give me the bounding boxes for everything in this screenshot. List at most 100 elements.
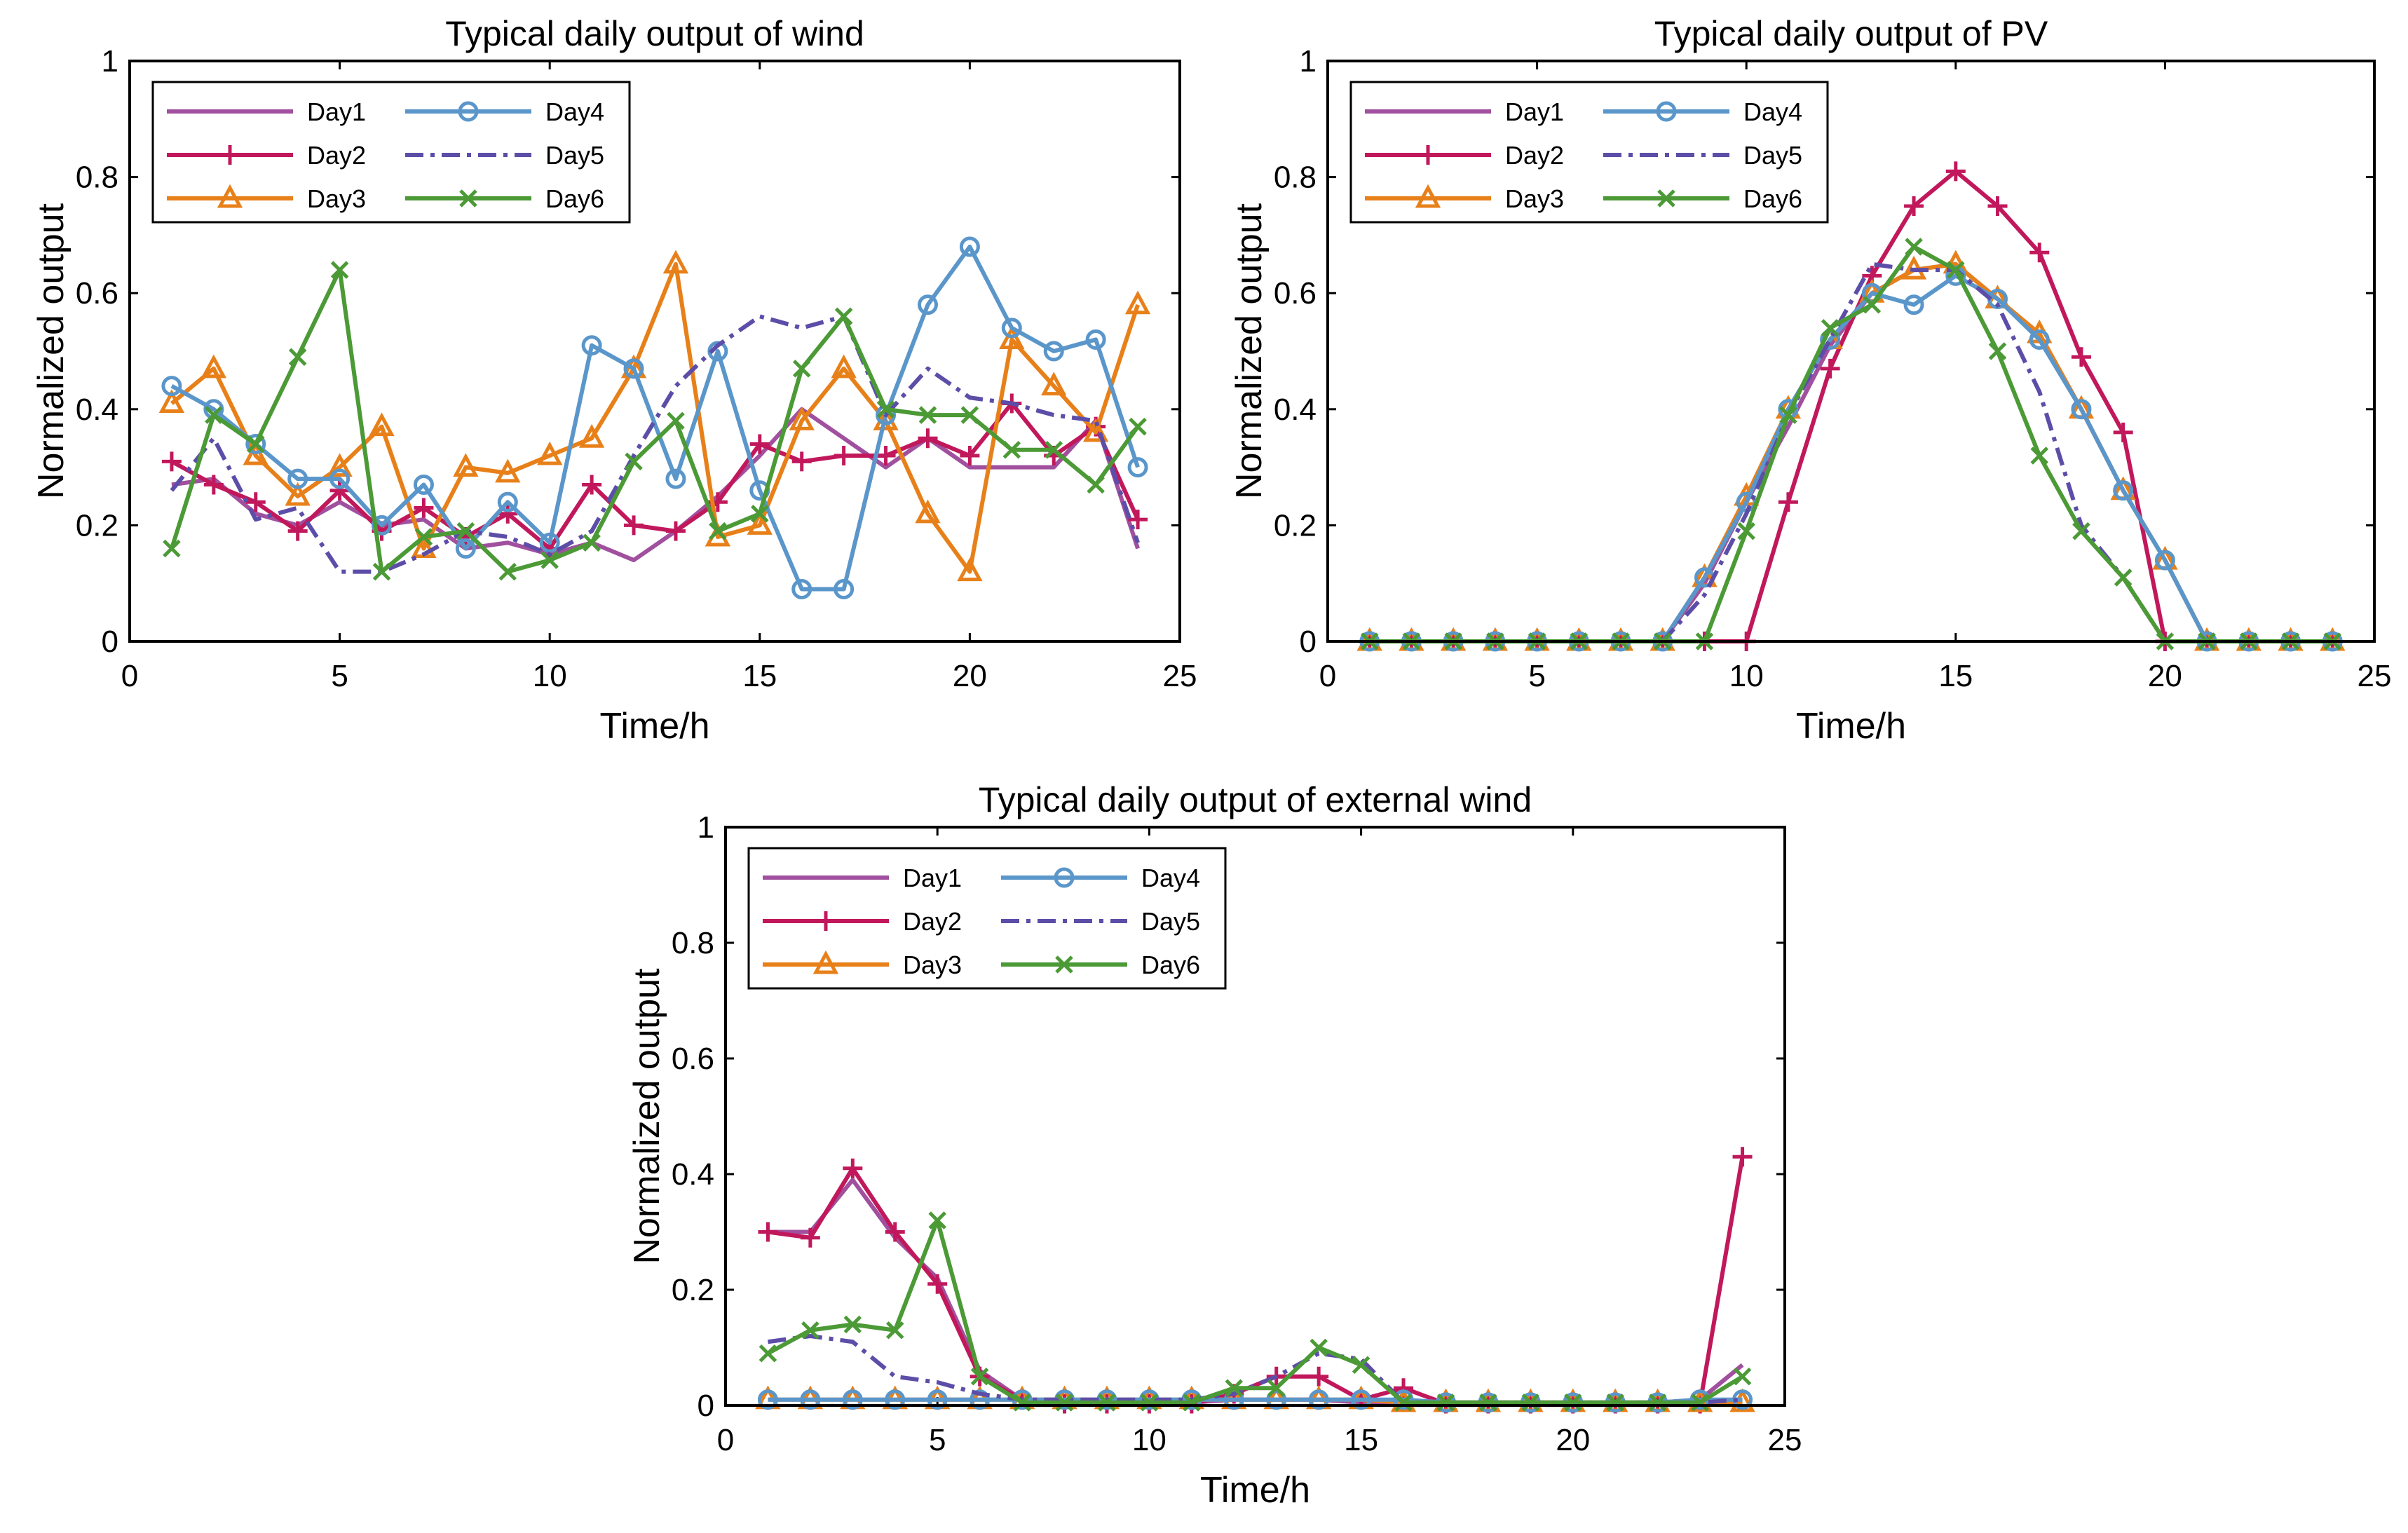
y-axis-label: Normalized output — [627, 968, 667, 1265]
data-point — [537, 441, 563, 465]
data-point — [243, 441, 268, 465]
data-point — [2029, 243, 2050, 263]
chart-title: Typical daily output of external wind — [979, 780, 1532, 819]
data-point — [791, 451, 812, 472]
data-point — [1140, 1394, 1159, 1412]
data-point — [1945, 265, 1966, 286]
x-tick-label: 20 — [953, 659, 987, 693]
legend-item-day3: Day3 — [167, 184, 366, 213]
data-point — [578, 423, 605, 448]
data-point — [1905, 238, 1923, 256]
data-point — [414, 528, 433, 546]
series-line-day1 — [768, 1178, 1744, 1405]
data-point — [1082, 418, 1109, 442]
data-point — [1055, 1394, 1074, 1412]
legend: Day1 Day2 Day3 Day4 Day5 Day6 — [747, 847, 1227, 990]
series-line-day6 — [767, 1218, 1744, 1405]
data-point — [885, 1321, 904, 1340]
data-point — [1947, 261, 1965, 279]
data-point — [759, 1344, 777, 1363]
x-tick-label: 0 — [1319, 659, 1336, 693]
data-point — [285, 482, 311, 506]
data-point — [1129, 417, 1147, 436]
plot-frame — [128, 60, 1181, 643]
series-line-day5 — [170, 314, 1140, 574]
data-point — [792, 360, 811, 378]
legend-label: Day3 — [903, 951, 962, 979]
legend-marker — [1055, 955, 1073, 974]
data-point — [1479, 1394, 1497, 1412]
data-point — [1778, 492, 1798, 512]
data-point — [1904, 196, 1924, 216]
y-tick-label: 1 — [698, 810, 714, 845]
data-point — [789, 407, 815, 430]
legend-item-day2: Day2 — [763, 907, 962, 936]
y-tick-label: 0.6 — [672, 1042, 714, 1076]
legend-item-day4: Day4 — [1603, 97, 1802, 126]
data-point — [2071, 347, 2091, 367]
data-point — [1351, 1389, 1372, 1410]
y-tick-label: 1 — [1300, 44, 1317, 79]
legend-marker — [220, 145, 240, 165]
data-point — [329, 468, 351, 489]
legend-label: Day6 — [1141, 951, 1200, 979]
data-point — [1521, 1394, 1540, 1412]
data-point — [369, 412, 395, 437]
data-point — [1779, 406, 1797, 424]
data-point — [1737, 522, 1755, 540]
data-point — [834, 446, 854, 466]
data-point — [2154, 550, 2175, 571]
data-point — [1041, 372, 1067, 396]
series-day6 — [163, 261, 1147, 581]
data-point — [581, 335, 602, 356]
y-axis-label: Normalized output — [31, 203, 72, 499]
data-point — [453, 453, 479, 477]
legend-item-day6: Day6 — [1603, 184, 1802, 213]
data-point — [497, 491, 518, 512]
data-point — [1225, 1379, 1244, 1398]
series-day5 — [768, 1334, 1743, 1405]
data-point — [999, 325, 1025, 349]
data-point — [1309, 1366, 1329, 1386]
data-point — [203, 475, 224, 495]
data-point — [885, 1222, 905, 1242]
x-tick-label: 20 — [2148, 659, 2182, 693]
data-point — [831, 354, 857, 379]
y-tick-label: 0.6 — [1274, 276, 1317, 311]
data-point — [2113, 422, 2133, 442]
legend-label: Day6 — [1743, 184, 1802, 213]
legend-item-day2: Day2 — [167, 141, 366, 170]
data-point — [455, 538, 476, 559]
legend-label: Day1 — [903, 864, 962, 892]
data-point — [1223, 1389, 1244, 1410]
data-point — [800, 1389, 821, 1410]
x-tick-label: 5 — [929, 1423, 946, 1457]
data-point — [158, 389, 185, 414]
data-point — [1266, 1389, 1287, 1410]
y-tick-label: 0 — [1300, 625, 1317, 659]
x-tick-label: 10 — [1729, 659, 1764, 693]
data-point — [1085, 329, 1106, 350]
data-point — [843, 1315, 862, 1334]
data-point — [327, 453, 353, 477]
data-point — [1987, 196, 2008, 216]
legend-box — [747, 847, 1227, 990]
data-point — [709, 522, 727, 540]
data-point — [2113, 480, 2134, 501]
y-tick-label: 0.4 — [672, 1157, 714, 1192]
data-point — [329, 480, 350, 500]
data-point — [1128, 510, 1148, 530]
x-tick-label: 0 — [717, 1423, 734, 1457]
legend-item-day4: Day4 — [1001, 864, 1200, 892]
data-point — [1087, 475, 1105, 494]
data-point — [662, 250, 689, 274]
legend-marker — [1418, 145, 1438, 165]
data-point — [873, 407, 899, 430]
data-point — [372, 562, 391, 581]
plot-frame — [724, 826, 1786, 1407]
series-day6 — [759, 1211, 1752, 1412]
data-point — [1436, 1394, 1455, 1412]
y-tick-label: 0.4 — [76, 393, 118, 427]
series-day2 — [1359, 161, 2343, 651]
x-tick-label: 25 — [2358, 659, 2392, 693]
